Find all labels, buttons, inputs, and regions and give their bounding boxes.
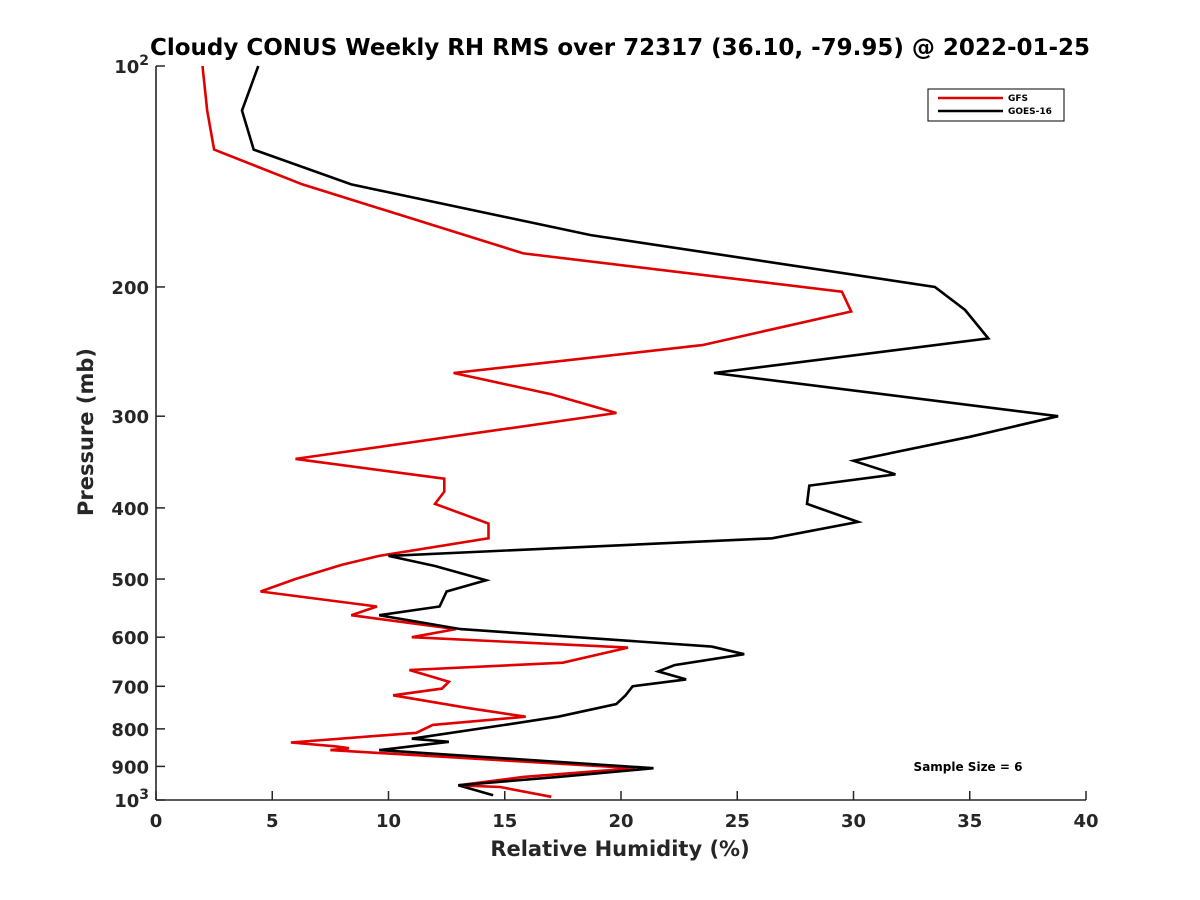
x-tick-label: 0: [150, 811, 163, 832]
y-axis-label: Pressure (mb): [74, 348, 98, 516]
legend: GFS GOES-16: [927, 88, 1065, 122]
series-layer: [201, 65, 1059, 799]
chart-title: Cloudy CONUS Weekly RH RMS over 72317 (3…: [150, 35, 1090, 61]
sample-size-annotation: Sample Size = 6: [914, 760, 1023, 774]
series-line-goes-16: [240, 65, 1059, 797]
plot-area: [201, 65, 1059, 799]
y-tick-label: 103: [114, 787, 149, 812]
series-line-gfs: [201, 65, 854, 799]
y-tick-label: 102: [114, 53, 149, 78]
y-tick-label: 300: [111, 407, 149, 428]
y-tick-label: 500: [111, 570, 149, 591]
x-tick-label: 30: [841, 811, 866, 832]
axes: 0 5 10 15 20 25 30 35 40 102 200 300 400 500 600 700 80…: [111, 53, 1098, 832]
legend-label-goes-16: GOES-16: [1008, 107, 1052, 117]
x-tick-label: 5: [266, 811, 279, 832]
y-tick-label: 200: [111, 278, 149, 299]
x-axis-label: Relative Humidity (%): [490, 837, 749, 861]
legend-box: [927, 88, 1065, 122]
y-tick-label: 400: [111, 499, 149, 520]
y-axis-ticks: 102 200 300 400 500 600 700 800 900 103: [111, 53, 165, 812]
x-tick-label: 40: [1073, 811, 1098, 832]
x-tick-label: 10: [376, 811, 401, 832]
y-tick-label: 800: [111, 720, 149, 741]
y-tick-label: 600: [111, 628, 149, 649]
y-tick-label: 700: [111, 677, 149, 698]
y-tick-label: 900: [111, 757, 149, 778]
x-tick-label: 25: [725, 811, 750, 832]
x-tick-label: 20: [608, 811, 633, 832]
x-axis-ticks: 0 5 10 15 20 25 30 35 40: [150, 791, 1099, 832]
legend-label-gfs: GFS: [1008, 94, 1028, 104]
x-tick-label: 15: [492, 811, 517, 832]
x-tick-label: 35: [957, 811, 982, 832]
